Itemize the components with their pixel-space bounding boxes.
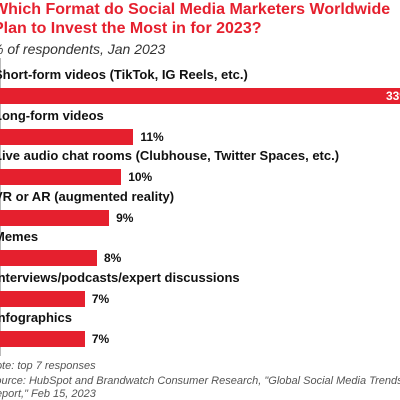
category-label: VR or AR (augmented reality) [0,188,175,204]
bar [0,290,85,307]
footnote-source: Source: HubSpot and Brandwatch Consumer … [0,375,400,387]
bar [0,250,97,266]
bar [0,169,122,185]
category-label: Memes [0,229,39,244]
bar [0,209,110,226]
value-label: 11% [140,129,164,144]
bar [0,128,134,145]
value-label: 8% [103,251,122,265]
chart-subtitle: % of respondents, Jan 2023 [0,41,166,57]
axis-baseline [0,58,1,356]
footnote-note: Note: top 7 responses [0,360,96,372]
value-label: 7% [91,291,110,306]
value-label: 10% [128,170,153,184]
category-label: Short-form videos (TikTok, IG Reels, etc… [0,67,248,82]
category-label: Long-form videos [0,107,104,123]
footnote-source-cont: Report," Feb 15, 2023 [0,388,96,400]
category-label: Live audio chat rooms (Clubhouse, Twitte… [0,148,340,163]
bar [0,88,400,104]
category-label: Infographics [0,310,73,325]
value-label: 7% [91,332,110,346]
value-label: 9% [116,210,134,225]
value-label: 33% [386,89,400,103]
category-label: Interviews/podcasts/expert discussions [0,269,240,285]
bar [0,331,85,347]
chart-title: Which Format do Social Media Marketers W… [0,1,391,37]
